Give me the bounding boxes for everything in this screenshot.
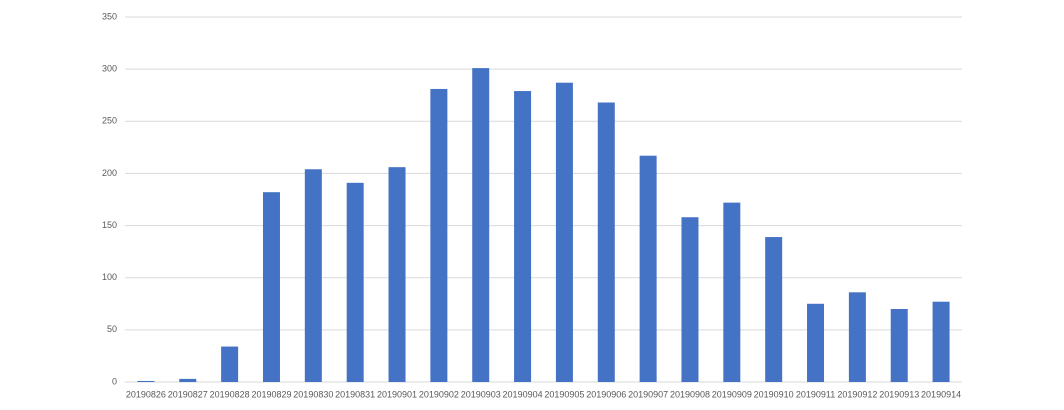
- bar: [597, 102, 615, 382]
- bar: [179, 378, 197, 382]
- y-tick-label: 150: [102, 220, 117, 230]
- bar: [932, 301, 950, 382]
- x-tick-label: 20190905: [544, 389, 584, 399]
- x-tick-label: 20190910: [754, 389, 794, 399]
- bar: [388, 167, 406, 382]
- y-tick-label: 0: [112, 376, 117, 386]
- bar: [681, 217, 699, 382]
- x-tick-label: 20190903: [461, 389, 501, 399]
- bar: [890, 309, 908, 382]
- bar: [221, 346, 239, 382]
- y-tick-label: 300: [102, 64, 117, 74]
- bar: [137, 380, 155, 382]
- bar: [514, 91, 532, 383]
- x-tick-label: 20190830: [293, 389, 333, 399]
- x-tick-label: 20190907: [628, 389, 668, 399]
- y-tick-label: 200: [102, 168, 117, 178]
- x-tick-label: 20190914: [921, 389, 961, 399]
- x-tick-label: 20190828: [210, 389, 250, 399]
- bar: [346, 182, 364, 382]
- x-tick-label: 20190831: [335, 389, 375, 399]
- y-tick-label: 250: [102, 116, 117, 126]
- bar: [472, 68, 490, 382]
- bar: [304, 169, 322, 382]
- x-tick-label: 20190902: [419, 389, 459, 399]
- x-tick-label: 20190913: [879, 389, 919, 399]
- bar: [430, 88, 448, 382]
- x-tick-label: 20190911: [796, 389, 835, 399]
- x-tick-label: 20190909: [712, 389, 752, 399]
- bar: [848, 292, 866, 382]
- bar: [262, 192, 280, 382]
- bar: [555, 82, 573, 382]
- bar: [639, 155, 657, 382]
- x-tick-label: 20190904: [503, 389, 543, 399]
- y-tick-label: 350: [102, 11, 117, 21]
- y-tick-label: 100: [102, 272, 117, 282]
- bar: [765, 237, 783, 382]
- x-tick-label: 20190901: [377, 389, 417, 399]
- bar: [723, 202, 741, 382]
- x-tick-label: 20190826: [126, 389, 166, 399]
- y-tick-label: 50: [107, 324, 117, 334]
- x-tick-label: 20190908: [670, 389, 710, 399]
- x-tick-label: 20190827: [168, 389, 208, 399]
- x-tick-label: 20190829: [251, 389, 291, 399]
- bar: [807, 303, 825, 382]
- x-tick-label: 20190912: [837, 389, 877, 399]
- x-tick-label: 20190906: [586, 389, 626, 399]
